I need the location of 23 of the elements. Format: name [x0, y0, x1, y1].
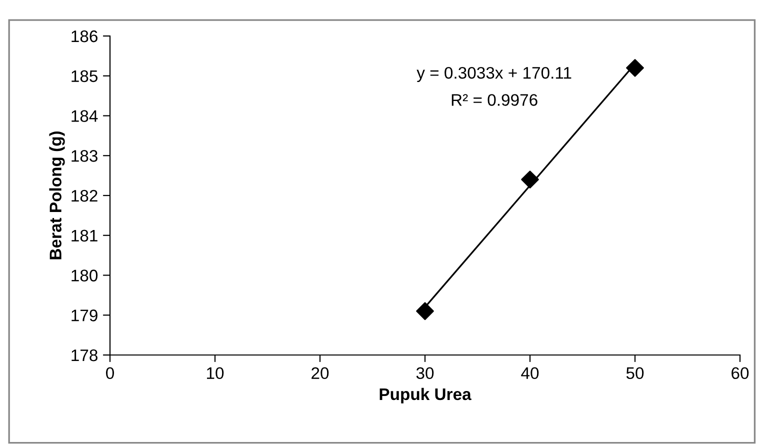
x-axis-title: Pupuk Urea	[380, 388, 472, 404]
point	[416, 302, 434, 320]
point	[521, 170, 539, 188]
y-tick-label: 180	[72, 270, 98, 282]
y-tick-label: 184	[72, 110, 98, 122]
y-tick-label: 178	[72, 349, 98, 362]
y-tick-label: 183	[72, 150, 98, 162]
x-tick-label: 30	[416, 367, 434, 380]
y-tick-label: 182	[72, 190, 98, 202]
x-tick-label: 0	[106, 367, 114, 380]
point	[626, 58, 644, 77]
x-tick-label: 10	[207, 367, 224, 380]
x-tick-label: 40	[521, 367, 539, 380]
annotation: y = 0.3033x + 170.11	[416, 66, 572, 82]
y-tick-label: 186	[72, 30, 98, 42]
x-tick-label: 50	[626, 367, 644, 380]
y-axis-title: Berat Polong (g)	[49, 132, 65, 260]
annotation: R² = 0.9976	[452, 94, 538, 106]
y-tick-label: 179	[72, 310, 98, 322]
x-tick-label: 20	[312, 367, 329, 380]
x-tick-label: 60	[732, 367, 749, 380]
y-tick-label: 185	[72, 70, 98, 82]
y-tick-label: 181	[72, 230, 98, 242]
